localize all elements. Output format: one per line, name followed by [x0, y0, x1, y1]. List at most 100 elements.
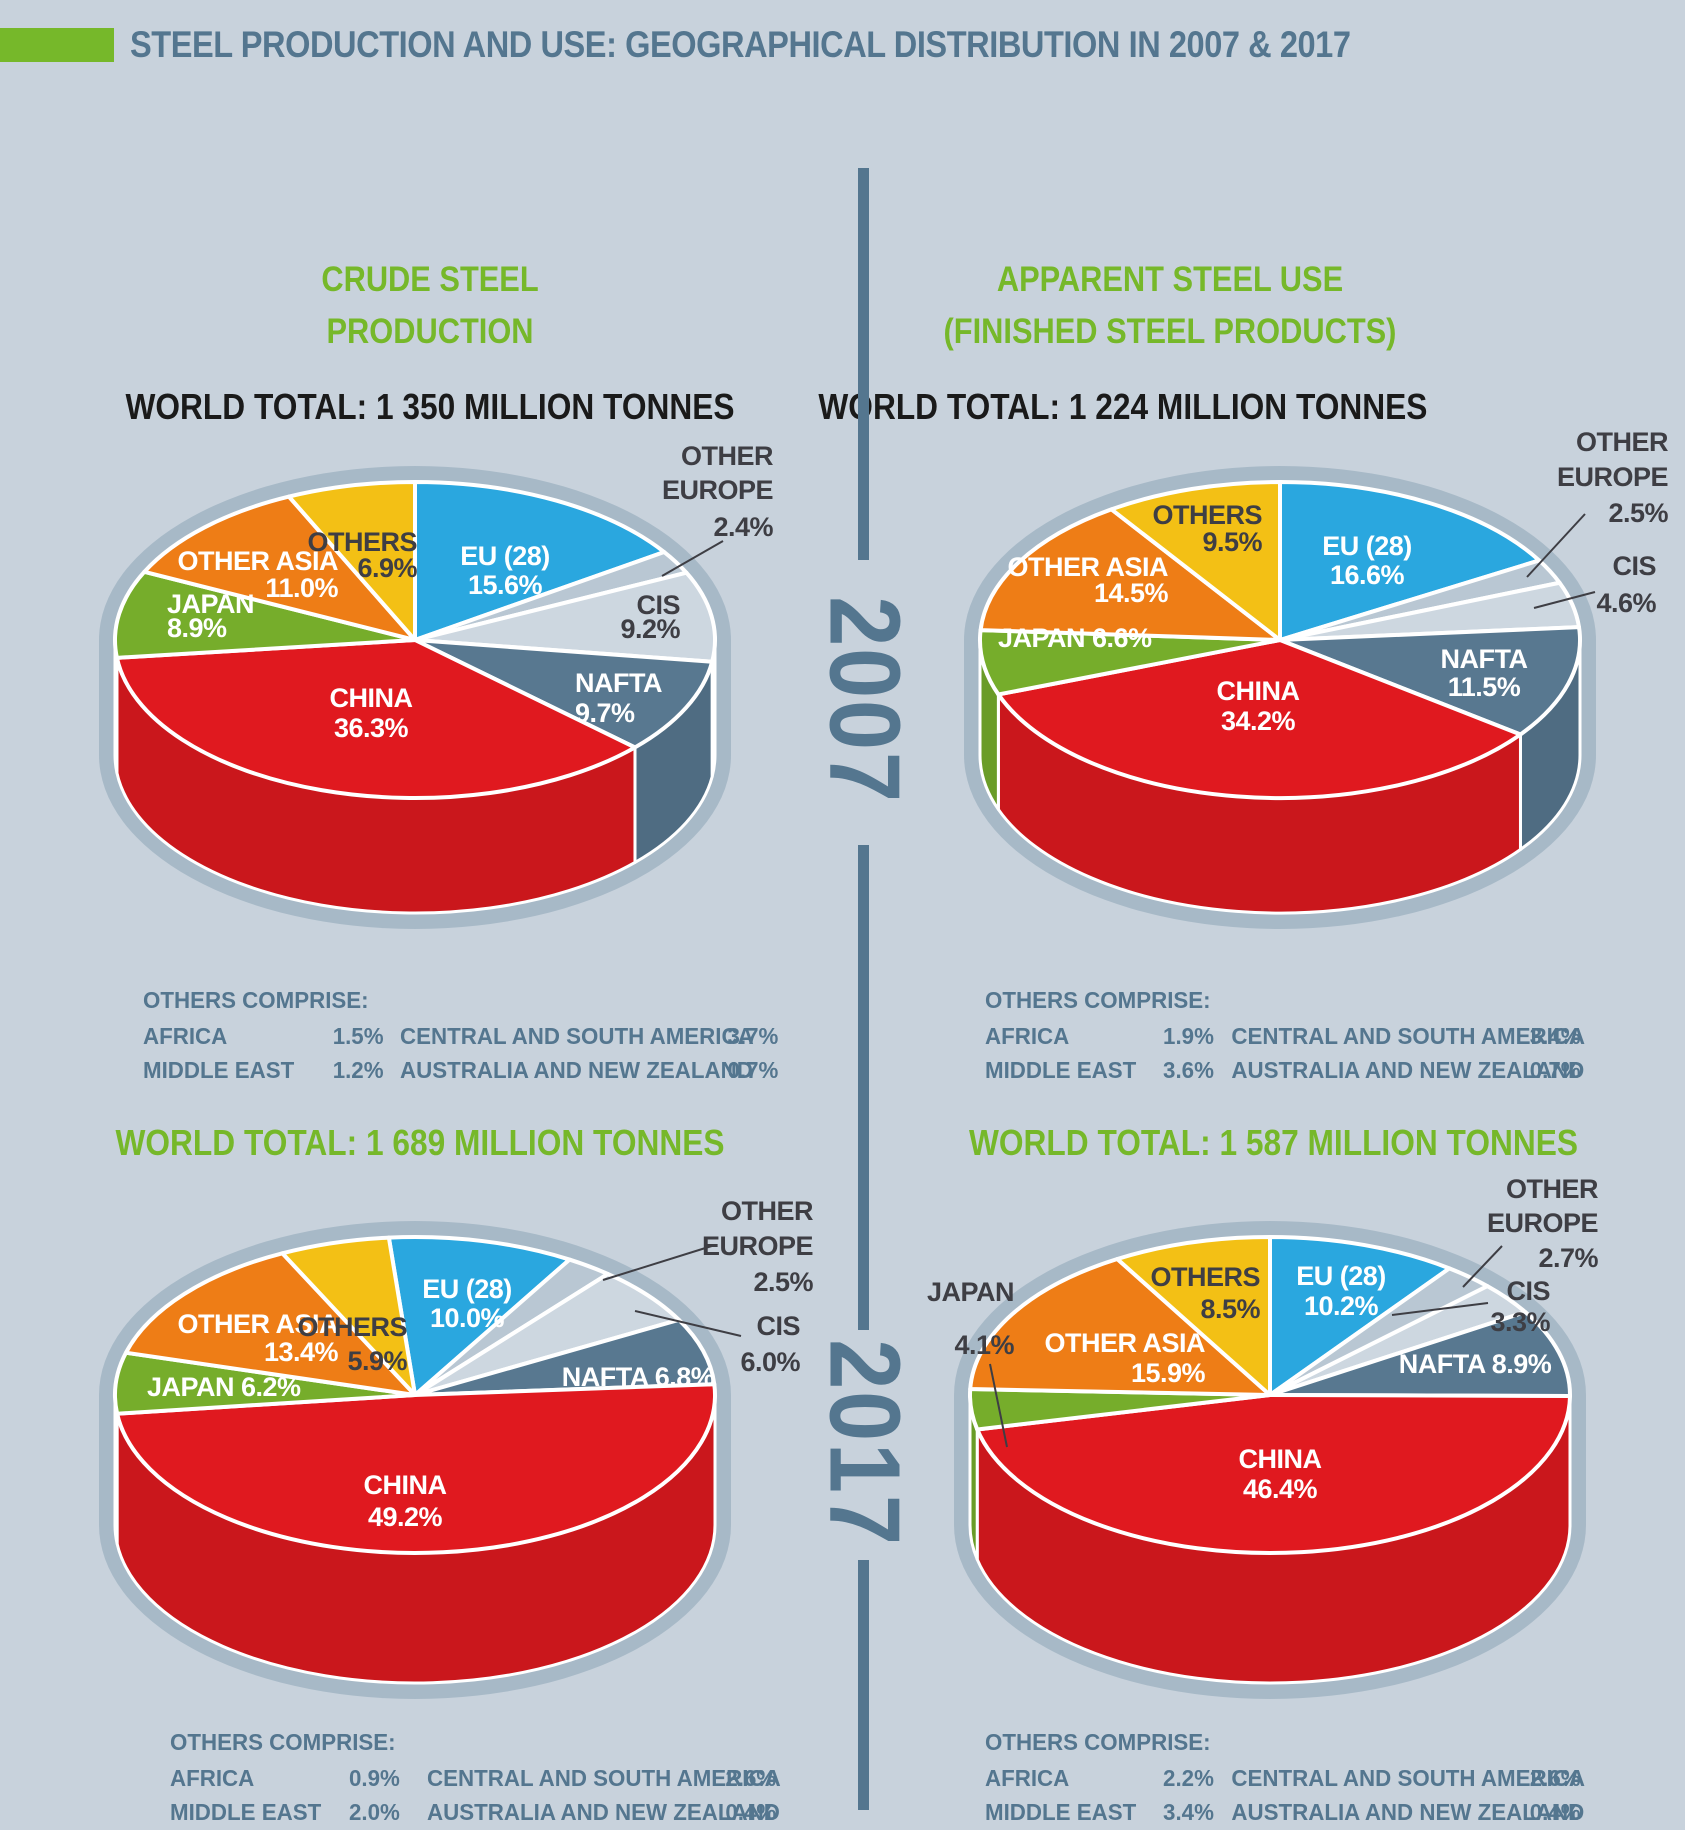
slice-label-cis: 6.0%: [740, 1347, 800, 1377]
slice-label-others: OTHERS: [1152, 500, 1262, 530]
callout-line-other_europe: [602, 1244, 716, 1281]
callout-line-japan: [989, 1363, 1008, 1448]
others-label: CENTRAL AND SOUTH AMERICA: [400, 1023, 754, 1049]
callout-line-cis: [1391, 1302, 1489, 1316]
pie-slice-japan: [113, 569, 417, 660]
world-total-use-2017: WORLD TOTAL: 1 587 MILLION TONNES: [969, 1122, 1579, 1163]
others-value: 3.4%: [1529, 1023, 1581, 1049]
others-label: OTHERS COMPRISE:: [985, 987, 1211, 1013]
year-label-2017: 2017: [808, 1339, 921, 1547]
slice-label-others: 5.9%: [347, 1346, 407, 1376]
others-label: MIDDLE EAST: [170, 1799, 322, 1825]
pie-slice-eu: [1278, 480, 1542, 642]
slice-label-other_asia: OTHER ASIA: [1044, 1328, 1205, 1358]
others-value: 3.6%: [1163, 1057, 1214, 1083]
slice-label-nafta: NAFTA 6.8%: [562, 1362, 715, 1392]
others-label: AFRICA: [170, 1765, 255, 1791]
slice-label-other_asia: OTHER ASIA: [1007, 552, 1168, 582]
slice-label-other_asia: 13.4%: [264, 1337, 339, 1367]
slice-label-others: OTHERS: [307, 527, 417, 557]
slice-label-other_europe: EUROPE: [662, 475, 773, 505]
slice-label-other_asia: 11.0%: [265, 573, 338, 603]
others-label: MIDDLE EAST: [985, 1799, 1137, 1825]
divider-segment: [858, 168, 869, 560]
year-label-2007: 2007: [808, 596, 921, 804]
slice-label-china: CHINA: [364, 1470, 447, 1500]
others-value: 2.6%: [725, 1765, 777, 1791]
slice-label-eu: EU (28): [1296, 1261, 1386, 1291]
others-label: AFRICA: [985, 1765, 1070, 1791]
others-value: 0.7%: [727, 1057, 779, 1083]
slice-label-eu: 10.0%: [430, 1303, 505, 1333]
slice-label-other_europe: EUROPE: [702, 1231, 813, 1261]
slice-label-china: CHINA: [1239, 1444, 1322, 1474]
world-total-use-2007: WORLD TOTAL: 1 224 MILLION TONNES: [818, 386, 1428, 427]
others-value: 0.9%: [349, 1765, 400, 1791]
slice-label-japan: JAPAN 6.6%: [998, 623, 1152, 653]
others-value: 2.0%: [349, 1799, 400, 1825]
slice-label-eu: 16.6%: [1330, 560, 1405, 590]
pie-slice-others: [1115, 1235, 1272, 1397]
pie-slice-nafta: [1278, 625, 1582, 737]
others-label: OTHERS COMPRISE:: [143, 987, 369, 1013]
others-label: AFRICA: [985, 1023, 1070, 1049]
callout-line-cis: [1533, 591, 1596, 609]
slice-label-japan: 8.9%: [167, 613, 227, 643]
callout-line-other_europe: [661, 540, 724, 577]
slice-label-others: OTHERS: [1150, 1262, 1260, 1292]
slice-label-other_europe: 2.4%: [713, 512, 773, 542]
pie-slice-nafta: [413, 638, 715, 750]
others-value: 1.2%: [332, 1057, 384, 1083]
others-label: OTHERS COMPRISE:: [985, 1729, 1211, 1755]
others-label: CENTRAL AND SOUTH AMERICA: [427, 1765, 781, 1791]
world-total-production-2007: WORLD TOTAL: 1 350 MILLION TONNES: [125, 386, 735, 427]
slice-label-china: 49.2%: [368, 1502, 443, 1532]
slice-label-cis: CIS: [1506, 1276, 1550, 1306]
pie-slice-china: [115, 1382, 717, 1555]
others-label: AUSTRALIA AND NEW ZEALAND: [1231, 1057, 1585, 1083]
pie-slice-eu: [413, 480, 667, 642]
pie-chart-crude-steel-production-2017: EU (28)10.0% OTHER EUROPE 2.5% CIS 6.0% NAFTA …: [99, 1196, 814, 1699]
slice-label-japan: 4.1%: [954, 1330, 1014, 1360]
slice-label-japan: JAPAN: [167, 589, 254, 619]
slice-label-nafta: NAFTA 8.9%: [1399, 1349, 1552, 1379]
slice-label-china: 34.2%: [1221, 706, 1296, 736]
slice-label-eu: EU (28): [1322, 531, 1412, 561]
slice-label-other_europe: OTHER: [681, 441, 773, 471]
others-comprise-apparent-steel-use-2007: OTHERS COMPRISE: AFRICA 1.9% CENTRAL AND SO…: [985, 987, 1664, 1097]
divider-segment: [858, 845, 869, 1330]
heading-line: CRUDE STEEL: [321, 260, 539, 299]
slice-label-cis: CIS: [756, 1311, 800, 1341]
slice-label-china: 46.4%: [1243, 1474, 1318, 1504]
slice-label-eu: 10.2%: [1304, 1291, 1379, 1321]
slice-label-cis: 9.2%: [620, 614, 680, 644]
heading-line: APPARENT STEEL USE: [996, 260, 1344, 299]
slice-label-eu: EU (28): [422, 1274, 512, 1304]
heading-line: (FINISHED STEEL PRODUCTS): [943, 312, 1397, 351]
slice-label-other_europe: 2.7%: [1538, 1243, 1598, 1273]
others-label: AFRICA: [143, 1023, 228, 1049]
slice-label-others: 6.9%: [357, 553, 417, 583]
others-label: CENTRAL AND SOUTH AMERICA: [1231, 1765, 1586, 1791]
slice-label-china: CHINA: [330, 683, 413, 713]
slice-label-other_europe: 2.5%: [1608, 498, 1668, 528]
pie-chart-apparent-steel-use-2007: EU (28)16.6%OTHEREUROPE2.5%CIS4.6%NAFTA1…: [964, 427, 1669, 929]
column-heading-production: CRUDE STEEL PRODUCTION: [166, 254, 694, 358]
slice-label-nafta: 11.5%: [1448, 672, 1521, 702]
callout-line-other_europe: [1462, 1245, 1503, 1288]
page-title: STEEL PRODUCTION AND USE: GEOGRAPHICAL D…: [130, 24, 1351, 65]
others-value: 0.7%: [1529, 1057, 1581, 1083]
slice-label-cis: 3.3%: [1490, 1307, 1550, 1337]
pie-slice-other_asia: [123, 1251, 417, 1397]
pie-slice-others: [1109, 480, 1282, 642]
callout-line-cis: [634, 1310, 742, 1337]
others-value: 0.4%: [1529, 1799, 1581, 1825]
pie-slice-other_asia: [968, 1257, 1272, 1397]
slice-label-other_europe: EUROPE: [1487, 1208, 1598, 1238]
others-label: MIDDLE EAST: [143, 1057, 295, 1083]
slice-label-other_europe: OTHER: [1506, 1174, 1598, 1204]
others-value: 2.2%: [1163, 1765, 1214, 1791]
slice-label-other_asia: 15.9%: [1131, 1358, 1206, 1388]
others-comprise-crude-steel-production-2017: OTHERS COMPRISE: AFRICA 0.9% CENTRAL AND SO…: [170, 1729, 849, 1830]
